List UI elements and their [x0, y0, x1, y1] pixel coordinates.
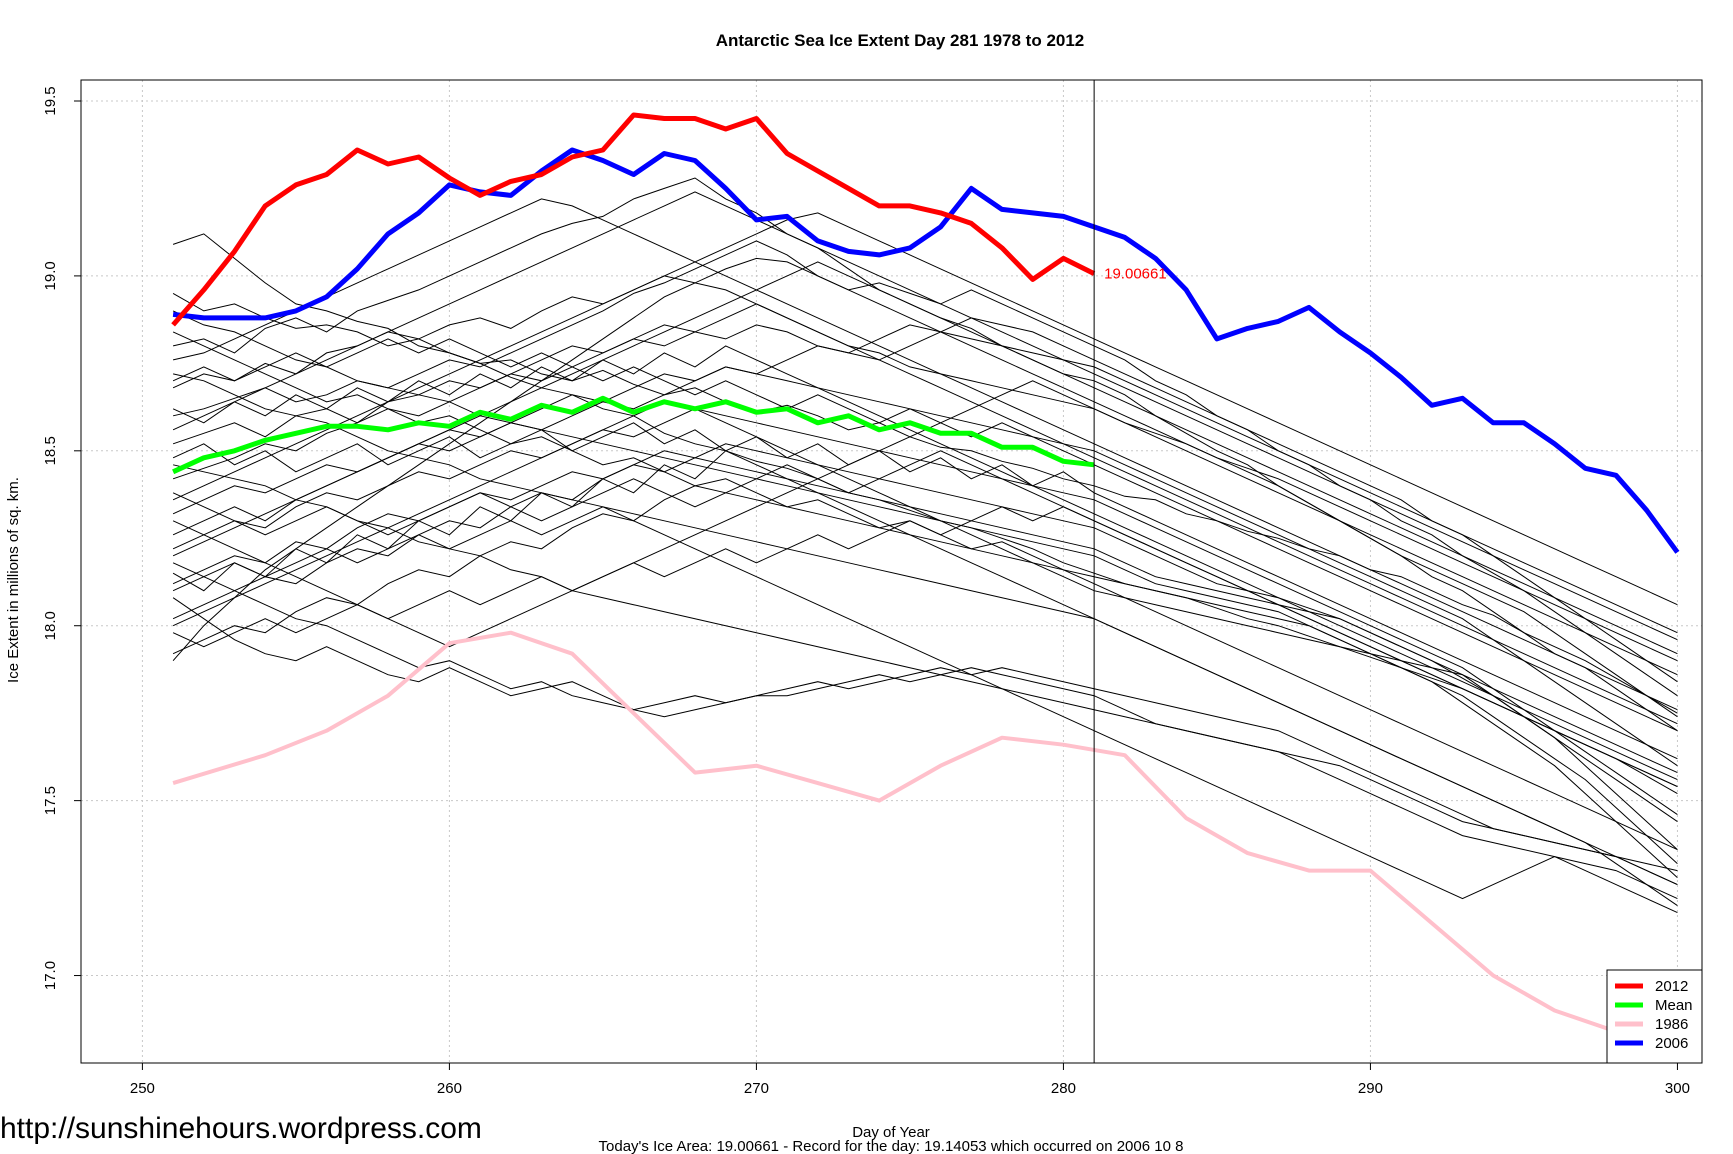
year-series-line [172, 233, 1678, 795]
x-tick-label: 260 [437, 1080, 462, 1097]
year-series-line [172, 261, 1678, 655]
year-series-line [172, 240, 1678, 718]
year-series-line [172, 422, 1678, 760]
x-tick-label: 280 [1051, 1080, 1076, 1097]
legend-label: 1986 [1655, 1016, 1688, 1033]
x-tick-label: 270 [744, 1080, 769, 1097]
year-series-line [172, 324, 1678, 634]
plot-frame [80, 79, 1703, 1064]
legend: 2012 Mean 1986 2006 [1606, 969, 1703, 1064]
legend-label: 2006 [1655, 1035, 1688, 1052]
year-series-line [172, 457, 1678, 850]
legend-label: 2012 [1655, 978, 1688, 995]
year-series-line [172, 338, 1678, 732]
year-series-line [172, 282, 1678, 725]
year-series-line [172, 331, 1678, 851]
year-series-line [172, 450, 1678, 886]
year-series-line [172, 408, 1678, 816]
x-tick-label: 300 [1665, 1080, 1690, 1097]
year-series-line [172, 373, 1678, 907]
y-axis-label: Ice Extent in millions of sq. km. [5, 477, 22, 683]
year-series-line [172, 310, 1678, 878]
x-tick-label: 250 [130, 1080, 155, 1097]
grid [81, 80, 1702, 1063]
year-series-line [172, 198, 1678, 711]
year-series-line [172, 303, 1678, 662]
x-tick-label: 290 [1358, 1080, 1383, 1097]
year-series-line [172, 177, 1678, 732]
current-value-annotation: 19.00661 [1104, 266, 1167, 283]
x-axis-label: Day of Year [852, 1124, 930, 1141]
legend-label: Mean [1655, 997, 1693, 1014]
year-series-line [172, 257, 1678, 697]
year-series-line [172, 506, 1678, 914]
y-tick-label: 18.0 [42, 611, 59, 640]
y-tick-label: 19.0 [42, 261, 59, 290]
y-tick-label: 17.0 [42, 961, 59, 990]
year-series-line [172, 443, 1678, 823]
year-series-line [172, 191, 1678, 641]
series-line-1986 [172, 630, 1678, 1037]
chart-title: Antarctic Sea Ice Extent Day 281 1978 to… [716, 31, 1085, 50]
y-axis: 17.0 17.5 18.0 18.5 19.0 19.5 [42, 86, 81, 990]
y-tick-label: 18.5 [42, 436, 59, 465]
year-series-line [172, 450, 1678, 788]
year-series-line [172, 292, 1678, 714]
year-series-line [172, 345, 1678, 781]
year-series-line [172, 401, 1678, 774]
series-line-2012 [171, 112, 1096, 327]
year-series-line [172, 562, 1678, 886]
series-line-mean [172, 395, 1095, 475]
year-series-line [172, 485, 1678, 864]
year-series-line [172, 317, 1678, 683]
y-tick-label: 19.5 [42, 86, 59, 115]
site-url[interactable]: http://sunshinehours.wordpress.com [0, 1112, 482, 1145]
y-tick-label: 17.5 [42, 786, 59, 815]
highlight-series-group [171, 112, 1680, 1037]
background-series-group [172, 177, 1678, 914]
x-axis: 250 260 270 280 290 300 [130, 1063, 1690, 1097]
series-line-2006 [172, 147, 1680, 554]
footer-text: Today's Ice Area: 19.00661 - Record for … [599, 1138, 1184, 1154]
year-series-line [172, 212, 1678, 606]
year-series-line [172, 597, 1678, 900]
year-series-line [172, 506, 1678, 788]
